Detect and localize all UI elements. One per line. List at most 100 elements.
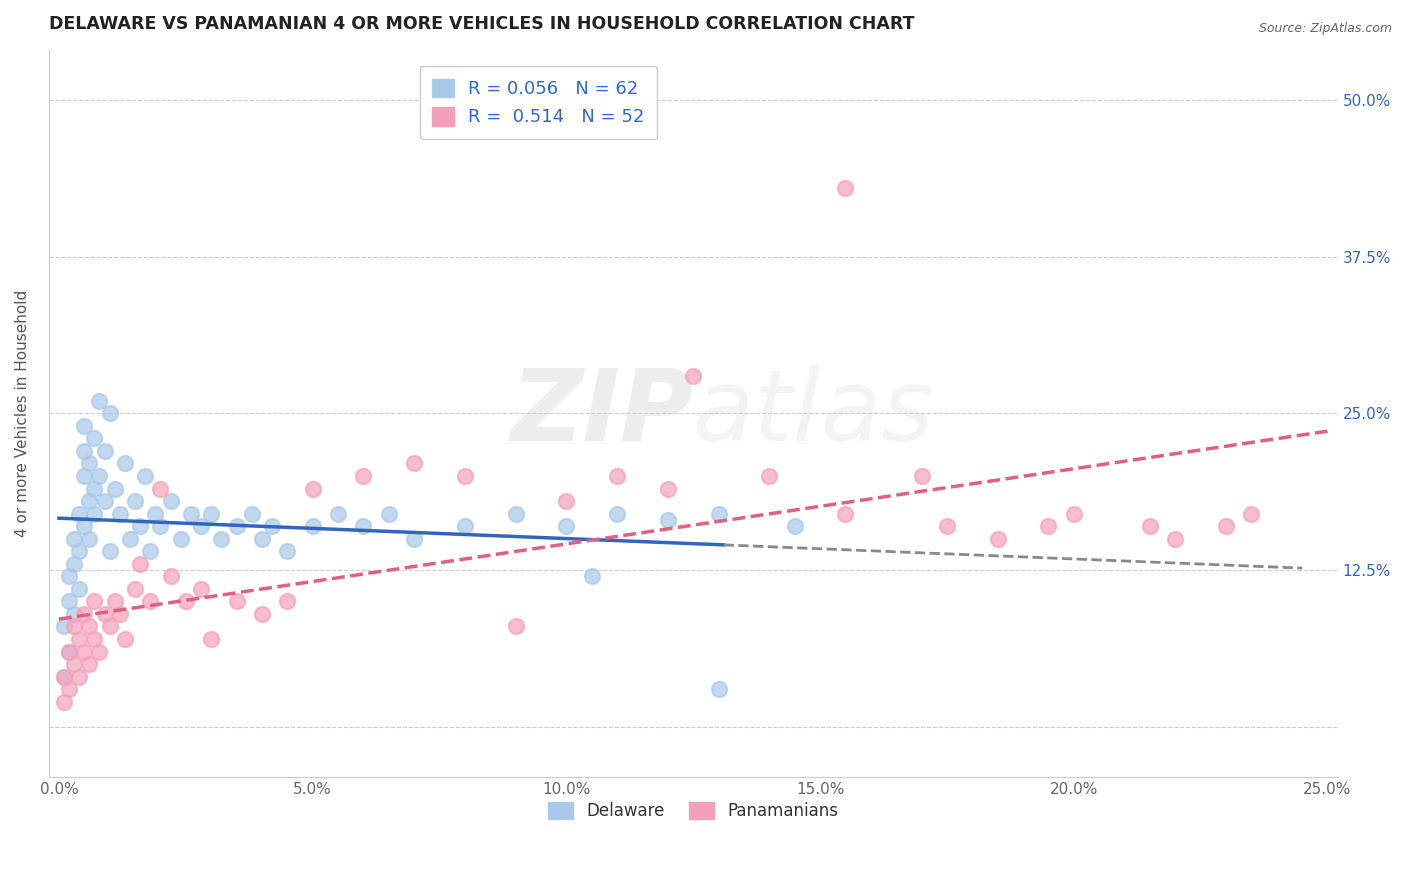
Point — [79, 619, 101, 633]
Point — [67, 507, 90, 521]
Y-axis label: 4 or more Vehicles in Household: 4 or more Vehicles in Household — [15, 290, 30, 537]
Point — [53, 670, 76, 684]
Point — [707, 682, 730, 697]
Point — [73, 469, 96, 483]
Point — [170, 532, 193, 546]
Text: DELAWARE VS PANAMANIAN 4 OR MORE VEHICLES IN HOUSEHOLD CORRELATION CHART: DELAWARE VS PANAMANIAN 4 OR MORE VEHICLE… — [49, 15, 914, 33]
Point — [505, 619, 527, 633]
Point — [200, 632, 222, 646]
Point — [58, 569, 80, 583]
Point — [276, 594, 298, 608]
Point — [73, 607, 96, 621]
Point — [834, 507, 856, 521]
Point — [1164, 532, 1187, 546]
Point — [707, 507, 730, 521]
Point — [180, 507, 202, 521]
Point — [134, 469, 156, 483]
Point — [79, 457, 101, 471]
Point — [240, 507, 263, 521]
Point — [987, 532, 1010, 546]
Point — [83, 432, 105, 446]
Point — [190, 582, 212, 596]
Legend: Delaware, Panamanians: Delaware, Panamanians — [541, 795, 845, 827]
Point — [63, 619, 86, 633]
Point — [63, 607, 86, 621]
Point — [53, 619, 76, 633]
Point — [250, 532, 273, 546]
Point — [79, 657, 101, 671]
Point — [783, 519, 806, 533]
Point — [89, 644, 111, 658]
Point — [1038, 519, 1060, 533]
Point — [58, 594, 80, 608]
Point — [67, 544, 90, 558]
Point — [225, 594, 247, 608]
Point — [108, 507, 131, 521]
Point — [104, 594, 127, 608]
Point — [79, 494, 101, 508]
Point — [89, 393, 111, 408]
Point — [260, 519, 283, 533]
Point — [209, 532, 232, 546]
Point — [118, 532, 141, 546]
Point — [404, 532, 426, 546]
Point — [53, 695, 76, 709]
Point — [910, 469, 932, 483]
Point — [301, 482, 323, 496]
Point — [758, 469, 780, 483]
Point — [454, 469, 477, 483]
Point — [834, 180, 856, 194]
Point — [114, 632, 136, 646]
Point — [1139, 519, 1161, 533]
Point — [98, 619, 121, 633]
Point — [1240, 507, 1263, 521]
Point — [124, 494, 146, 508]
Point — [377, 507, 399, 521]
Point — [108, 607, 131, 621]
Point — [79, 532, 101, 546]
Text: Source: ZipAtlas.com: Source: ZipAtlas.com — [1258, 22, 1392, 36]
Point — [93, 607, 115, 621]
Point — [124, 582, 146, 596]
Point — [73, 444, 96, 458]
Point — [190, 519, 212, 533]
Point — [1215, 519, 1237, 533]
Point — [555, 494, 578, 508]
Point — [67, 582, 90, 596]
Point — [83, 594, 105, 608]
Point — [83, 507, 105, 521]
Point — [682, 368, 704, 383]
Point — [352, 469, 374, 483]
Point — [139, 544, 162, 558]
Point — [581, 569, 603, 583]
Point — [63, 657, 86, 671]
Point — [352, 519, 374, 533]
Point — [657, 482, 679, 496]
Point — [89, 469, 111, 483]
Point — [67, 670, 90, 684]
Point — [505, 507, 527, 521]
Point — [93, 494, 115, 508]
Point — [83, 482, 105, 496]
Point — [935, 519, 957, 533]
Point — [555, 519, 578, 533]
Point — [98, 406, 121, 420]
Point — [606, 507, 628, 521]
Text: atlas: atlas — [693, 365, 935, 462]
Point — [58, 644, 80, 658]
Point — [129, 557, 152, 571]
Point — [98, 544, 121, 558]
Point — [159, 569, 181, 583]
Point — [83, 632, 105, 646]
Point — [139, 594, 162, 608]
Point — [250, 607, 273, 621]
Point — [143, 507, 166, 521]
Point — [104, 482, 127, 496]
Point — [200, 507, 222, 521]
Point — [93, 444, 115, 458]
Point — [129, 519, 152, 533]
Point — [326, 507, 349, 521]
Point — [67, 632, 90, 646]
Point — [606, 469, 628, 483]
Point — [301, 519, 323, 533]
